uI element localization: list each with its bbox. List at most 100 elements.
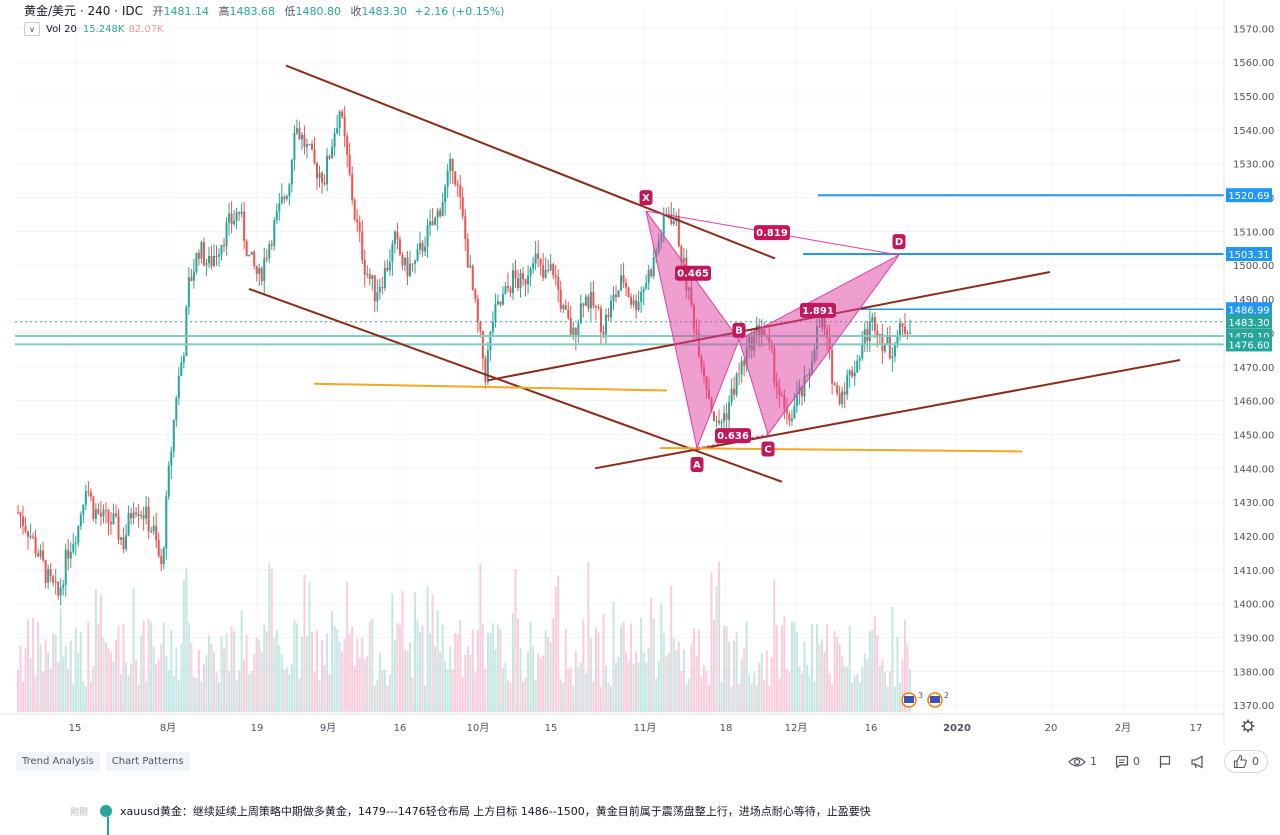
event-marker-1-count: 3 — [918, 691, 923, 700]
volume-bar — [783, 615, 786, 712]
volume-bar — [245, 634, 248, 712]
candle-body — [398, 239, 401, 255]
candle-body — [210, 255, 213, 267]
candle-body — [524, 279, 527, 285]
candle-body — [730, 388, 733, 403]
views-counter[interactable]: 1 — [1068, 755, 1097, 768]
candle-body — [72, 544, 75, 552]
volume-bar — [753, 672, 756, 712]
volume-bar — [878, 665, 881, 712]
volume-bar — [283, 669, 286, 712]
low-value: 1480.80 — [295, 5, 342, 18]
price-tick-label: 1430.00 — [1233, 498, 1274, 509]
volume-bar — [635, 651, 638, 712]
volume-bar — [353, 666, 356, 712]
candle-body — [803, 376, 806, 397]
candle-body — [401, 254, 404, 266]
candle-body — [333, 133, 336, 148]
volume-bar — [778, 678, 781, 712]
candle-body — [891, 356, 894, 359]
candle-body — [376, 292, 379, 302]
volume-bar — [481, 623, 484, 712]
candle-body — [346, 136, 349, 155]
candle-body — [841, 391, 844, 405]
candle-body — [368, 273, 371, 280]
price-chart[interactable]: X A B C D 0.819 0.465 1.891 0.636 3 2 1370.00 1380.… — [0, 0, 1280, 745]
volume-bar — [160, 644, 163, 712]
price-tag-1476-bg — [1226, 337, 1272, 352]
time-axis[interactable]: 15 8月 19 9月 16 10月 15 11月 18 12月 16 2020 20 2月 17 — [0, 713, 1255, 734]
low-label: 低 — [284, 5, 296, 18]
volume-bar — [451, 669, 454, 712]
candle-body — [114, 513, 117, 516]
candle-body — [886, 335, 889, 345]
candle-body — [406, 257, 409, 277]
volume-bar — [846, 667, 849, 712]
volume-bar — [582, 619, 585, 712]
comments-counter[interactable]: 0 — [1115, 755, 1140, 769]
candle-body — [416, 249, 419, 261]
volume-bar — [187, 623, 190, 712]
tag-trend-analysis[interactable]: Trend Analysis — [16, 752, 100, 771]
candle-body — [843, 391, 846, 395]
candle-body — [795, 394, 798, 406]
volume-bar — [37, 622, 40, 712]
volume-bar — [868, 631, 871, 712]
volume-bar — [604, 665, 607, 712]
candle-body — [506, 285, 509, 289]
volume-bar — [469, 654, 472, 712]
horizontal-support-1 — [313, 382, 668, 392]
candle-body — [906, 333, 909, 335]
candle-body — [180, 362, 183, 377]
symbol-label[interactable]: 黄金/美元 · 240 · IDC — [24, 4, 143, 18]
volume-bar — [295, 623, 298, 712]
candle-body — [589, 291, 592, 309]
volume-bar — [903, 619, 906, 712]
candle-body — [421, 242, 424, 252]
candle-body — [793, 405, 796, 419]
volume-bar — [818, 643, 821, 712]
volume-bar — [615, 662, 618, 712]
candle-body — [572, 327, 575, 335]
volume-bar — [393, 639, 396, 712]
candle-body — [851, 370, 854, 377]
chevron-down-icon[interactable]: ∨ — [24, 22, 40, 36]
candle-body — [522, 273, 525, 280]
volume-bar — [29, 657, 32, 712]
ratio-label: 0.465 — [675, 265, 711, 281]
candle-body — [650, 269, 653, 277]
volume-bar — [255, 637, 258, 712]
candle-body — [645, 282, 648, 289]
volume-bar — [300, 637, 303, 712]
volume-bar — [642, 652, 645, 712]
candle-body — [602, 332, 605, 335]
volume-bar — [871, 629, 874, 712]
candle-body — [62, 584, 65, 588]
volume-bar — [695, 655, 698, 712]
flag-button[interactable] — [1158, 755, 1172, 769]
volume-bar — [270, 568, 273, 712]
tag-chart-patterns[interactable]: Chart Patterns — [105, 752, 190, 771]
volume-bar — [190, 642, 193, 712]
share-button[interactable] — [1190, 755, 1206, 769]
gear-icon[interactable] — [1241, 719, 1255, 733]
gear-tooth — [1250, 728, 1254, 732]
candle-body — [594, 306, 597, 308]
volume-bar — [848, 626, 851, 712]
candle-body — [499, 301, 502, 305]
like-button[interactable]: 0 — [1224, 750, 1268, 773]
candle-body — [230, 213, 233, 224]
candle-body — [514, 270, 517, 279]
candle-body — [893, 345, 896, 357]
candle-body — [642, 288, 645, 292]
volume-bar — [135, 659, 138, 712]
volume-bars — [17, 561, 911, 712]
candle-body — [622, 275, 625, 283]
volume-bar — [836, 637, 839, 712]
candle-body — [647, 269, 650, 283]
volume-bar — [655, 678, 658, 712]
price-axis[interactable]: 1370.00 1380.00 1390.00 1400.00 1410.00 1420.… — [1223, 0, 1274, 745]
candle-body — [348, 154, 351, 175]
volume-bar — [215, 672, 218, 712]
candle-body — [552, 264, 555, 276]
